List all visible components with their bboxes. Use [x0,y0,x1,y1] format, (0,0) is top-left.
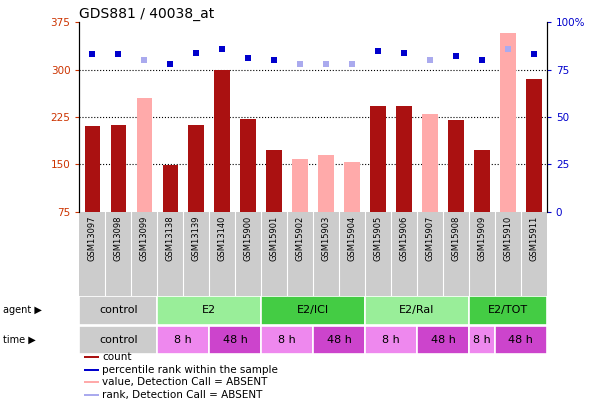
Bar [84,382,99,383]
Text: GDS881 / 40038_at: GDS881 / 40038_at [79,7,214,21]
Bar [266,150,282,211]
Text: 8 h: 8 h [278,335,296,345]
Bar [469,296,547,324]
Text: GSM15900: GSM15900 [244,216,253,261]
Bar [163,166,178,211]
Text: 48 h: 48 h [431,335,455,345]
Text: 48 h: 48 h [223,335,247,345]
Text: GSM13138: GSM13138 [166,216,175,261]
Text: percentile rank within the sample: percentile rank within the sample [102,364,278,375]
Bar [84,126,100,211]
Bar [495,326,547,354]
Text: control: control [99,305,137,315]
Bar [500,33,516,211]
Text: E2: E2 [202,305,216,315]
Text: E2/ICI: E2/ICI [297,305,329,315]
Bar [84,394,99,396]
Bar [84,369,99,371]
Text: GSM13098: GSM13098 [114,216,123,261]
Text: GSM13139: GSM13139 [192,216,201,261]
Text: value, Detection Call = ABSENT: value, Detection Call = ABSENT [102,377,268,387]
Text: 48 h: 48 h [508,335,533,345]
Bar [214,70,230,211]
Text: GSM15902: GSM15902 [296,216,305,261]
Text: GSM13097: GSM13097 [88,216,97,261]
Bar [365,296,469,324]
Text: GSM15909: GSM15909 [477,216,486,261]
Text: GSM13099: GSM13099 [140,216,149,261]
Text: E2/TOT: E2/TOT [488,305,528,315]
Text: GSM15907: GSM15907 [425,216,434,261]
Text: 48 h: 48 h [327,335,351,345]
Bar [137,98,152,211]
Bar [262,326,313,354]
Text: control: control [99,335,137,345]
Text: count: count [102,352,131,362]
Text: E2/Ral: E2/Ral [400,305,434,315]
Bar [313,326,365,354]
Text: agent ▶: agent ▶ [3,305,42,315]
Bar [345,162,360,211]
Bar [474,150,490,211]
Text: 8 h: 8 h [174,335,192,345]
Bar [262,296,365,324]
Bar [241,119,256,211]
Bar [469,326,495,354]
Text: GSM15908: GSM15908 [452,216,461,261]
Bar [370,106,386,211]
Bar [448,120,464,211]
Text: 8 h: 8 h [382,335,400,345]
Bar [79,296,158,324]
Bar [365,326,417,354]
Bar [526,79,542,211]
Text: 8 h: 8 h [473,335,491,345]
Bar [422,114,437,211]
Bar [189,125,204,211]
Bar [79,326,158,354]
Text: GSM15906: GSM15906 [400,216,409,261]
Bar [417,326,469,354]
Text: GSM15903: GSM15903 [321,216,331,261]
Text: GSM15904: GSM15904 [348,216,357,261]
Bar [158,326,209,354]
Bar [318,155,334,211]
Bar [396,106,412,211]
Text: GSM13140: GSM13140 [218,216,227,261]
Bar [111,125,126,211]
Text: GSM15910: GSM15910 [503,216,513,261]
Bar [84,356,99,358]
Text: GSM15911: GSM15911 [529,216,538,261]
Bar [209,326,262,354]
Bar [293,159,308,211]
Text: GSM15905: GSM15905 [373,216,382,261]
Text: time ▶: time ▶ [3,335,36,345]
Bar [158,296,262,324]
Text: GSM15901: GSM15901 [269,216,279,261]
Text: rank, Detection Call = ABSENT: rank, Detection Call = ABSENT [102,390,263,400]
